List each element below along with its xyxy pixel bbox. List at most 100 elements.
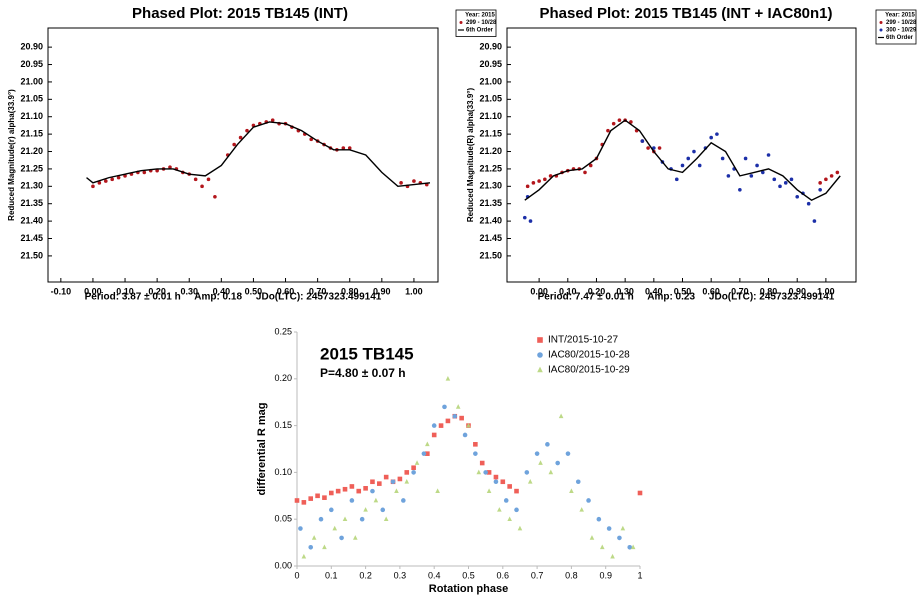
- data-point: [401, 498, 406, 503]
- data-point: [455, 404, 461, 409]
- x-tick-label: 0.9: [599, 570, 612, 580]
- x-tick-label: 0.4: [428, 570, 441, 580]
- data-point: [528, 219, 533, 223]
- data-point: [445, 376, 451, 381]
- chart-subtitle: P=4.80 ± 0.07 h: [320, 366, 406, 380]
- data-point: [308, 544, 314, 550]
- chart-footer: Period: 3.87 ± 0.01 h Amp: 0.18 JDo(LTC)…: [85, 292, 382, 303]
- legend-label: 6th Order: [886, 35, 914, 41]
- data-point: [486, 470, 492, 475]
- legend-label: IAC80/2015-10-29: [548, 365, 630, 376]
- x-tick-label: 1.00: [405, 286, 423, 296]
- data-point: [637, 490, 643, 496]
- data-point: [359, 516, 365, 522]
- y-tick-label: 0.15: [274, 420, 292, 430]
- data-point: [772, 177, 777, 182]
- data-point: [294, 498, 300, 503]
- data-point: [486, 488, 492, 493]
- data-point: [493, 474, 499, 480]
- data-point: [322, 544, 327, 550]
- data-point: [697, 163, 702, 168]
- data-point: [411, 470, 416, 475]
- data-point: [588, 163, 593, 168]
- data-point: [617, 535, 622, 541]
- data-point: [818, 181, 822, 185]
- y-tick-label: 21.50: [479, 250, 502, 260]
- data-point: [599, 544, 605, 550]
- data-point: [652, 146, 656, 150]
- data-point: [545, 442, 550, 447]
- data-point: [657, 146, 662, 150]
- data-point: [342, 516, 348, 522]
- data-point: [206, 177, 211, 182]
- data-point: [569, 488, 574, 493]
- data-point: [425, 441, 430, 447]
- y-tick-label: 0.05: [274, 514, 292, 524]
- data-point: [596, 516, 602, 522]
- data-point: [500, 479, 506, 485]
- y-tick-label: 21.30: [20, 181, 43, 191]
- data-point: [829, 174, 834, 178]
- data-point: [394, 488, 399, 493]
- data-point: [514, 507, 519, 513]
- data-point: [640, 139, 645, 143]
- data-point: [806, 201, 811, 206]
- x-tick-label: 0.70: [309, 286, 327, 296]
- fit-curve: [524, 119, 841, 202]
- data-point: [322, 495, 327, 500]
- data-point: [103, 179, 108, 183]
- data-point: [270, 118, 275, 123]
- data-point: [431, 432, 437, 438]
- y-tick-label: 0.10: [274, 467, 292, 477]
- data-point: [674, 177, 679, 182]
- data-point: [462, 432, 468, 438]
- data-point: [411, 465, 416, 471]
- data-point: [760, 170, 765, 175]
- data-point: [390, 479, 396, 485]
- data-point: [380, 507, 386, 513]
- data-point: [298, 526, 303, 531]
- data-point: [611, 121, 616, 126]
- x-tick-label: 0.50: [674, 286, 692, 296]
- y-tick-label: 21.10: [20, 111, 43, 121]
- data-point: [743, 156, 748, 161]
- legend-label: IAC80/2015-10-28: [548, 350, 630, 361]
- data-point: [692, 149, 696, 154]
- y-axis-label: Reduced Magnitude(R) alpha(33.9°): [466, 88, 475, 223]
- data-point: [473, 451, 478, 456]
- data-point: [555, 460, 560, 466]
- y-tick-label: 21.05: [20, 94, 43, 104]
- data-point: [726, 174, 731, 178]
- data-point: [110, 177, 114, 182]
- x-tick-label: 0.30: [616, 286, 634, 296]
- data-point: [414, 460, 420, 465]
- data-point: [329, 490, 334, 496]
- legend-title: Year: 2015: [885, 13, 915, 19]
- data-point: [565, 451, 571, 456]
- data-point: [627, 544, 633, 550]
- y-tick-label: 21.50: [20, 250, 43, 260]
- data-point: [301, 553, 307, 559]
- y-tick-label: 21.20: [20, 146, 43, 156]
- data-point: [342, 486, 348, 492]
- data-point: [749, 174, 754, 178]
- legend-swatch: [879, 21, 883, 24]
- data-point: [543, 177, 547, 182]
- data-point: [558, 413, 564, 419]
- x-tick-label: 0.10: [559, 286, 577, 296]
- y-tick-label: 21.00: [479, 76, 502, 86]
- data-point: [404, 470, 410, 475]
- data-point: [356, 488, 362, 494]
- data-point: [397, 476, 403, 482]
- y-tick-label: 21.40: [479, 215, 502, 225]
- data-point: [213, 194, 217, 199]
- y-tick-label: 21.05: [479, 94, 502, 104]
- x-tick-label: 0.00: [530, 286, 548, 296]
- x-tick-label: 0.60: [702, 286, 720, 296]
- x-tick-label: 0: [294, 570, 299, 580]
- chart-footer: Period: 7.47 ± 0.01 h Amp: 0.23 JDo(LTC)…: [538, 292, 835, 303]
- data-point: [575, 479, 581, 485]
- data-point: [370, 479, 375, 485]
- data-point: [168, 165, 172, 169]
- data-point: [311, 535, 317, 540]
